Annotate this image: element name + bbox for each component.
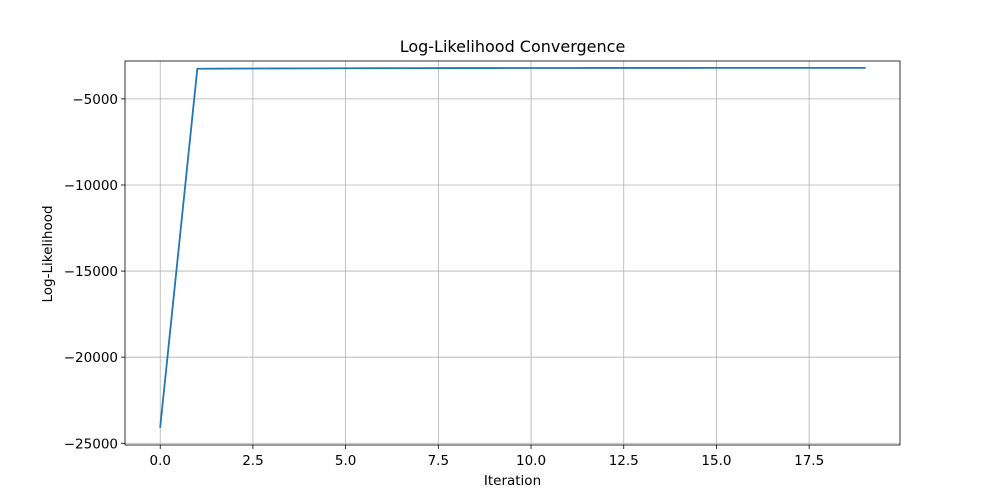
chart-title: Log-Likelihood Convergence (400, 37, 626, 56)
y-tick-label: −25000 (64, 436, 118, 452)
x-tick-label: 17.5 (794, 453, 824, 469)
y-tick-label: −15000 (64, 264, 118, 280)
x-tick-label: 2.5 (242, 453, 263, 469)
x-tick-label: 0.0 (149, 453, 170, 469)
x-tick-label: 10.0 (516, 453, 546, 469)
plot-frame (124, 60, 901, 446)
series-layer (159, 66, 866, 428)
y-tick-label: −20000 (64, 350, 118, 366)
series-line-0 (159, 66, 866, 428)
x-tick-label: 5.0 (335, 453, 356, 469)
grid-lines (125, 61, 900, 445)
y-axis-label: Log-Likelihood (40, 205, 56, 302)
y-tick-label: −5000 (72, 92, 118, 108)
x-tick-label: 7.5 (428, 453, 449, 469)
x-axis-label: Iteration (484, 473, 541, 489)
y-tick-label: −10000 (64, 178, 118, 194)
x-tick-label: 15.0 (701, 453, 731, 469)
tick-layer: 0.0 2.5 5.0 7.5 10.0 12.5 15.0 17.5 −25000 −20000… (64, 92, 824, 469)
x-tick-label: 12.5 (609, 453, 639, 469)
